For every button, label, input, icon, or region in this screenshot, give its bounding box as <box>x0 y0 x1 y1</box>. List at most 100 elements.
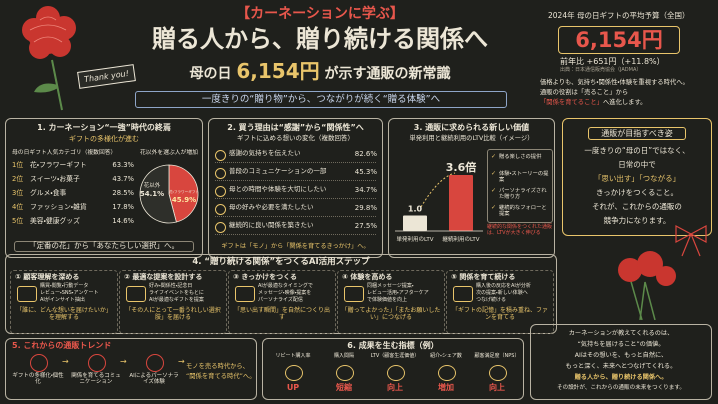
metric-result: 向上 <box>489 383 505 392</box>
metric-icon <box>489 365 507 381</box>
panel-title: 通販が目指すべき姿 <box>588 127 686 141</box>
budget-label: 2024年 母の日ギフトの平均予算（全国） <box>548 11 690 20</box>
trend-item: ギフトの多様化・個性化 <box>12 373 64 386</box>
step: ④ 体験を高める同梱メッセージ提案・ レビュー活用・アフターケア で体験価値を向上「… <box>337 270 445 334</box>
goal-line: それが、これからの通販の <box>592 202 682 211</box>
section-title: 6. 成果を生む指標（例） <box>347 341 439 350</box>
panel-footer: 「定番の花」から「あなたらしい選択」へ。 <box>14 241 194 252</box>
checklist: ✓ 贈る楽しさの提供 ✓ 体験・ストーリーの提案 ✓ パーソナライズされた贈り方 ✓ 継続的な… <box>487 149 553 223</box>
header-banner: 一度きりの“贈り物”から、つながりが続く“贈る体験”へ <box>135 91 507 108</box>
pie-label: 花・フラワーギフト <box>169 189 199 194</box>
budget-source: 出典：日本通信販売協会（JADMA） <box>560 67 642 73</box>
closing-line: 贈る人から、贈り続ける関係へ。 <box>574 374 668 381</box>
share: 34.7% <box>354 186 377 194</box>
ltv-value: 3.6倍 <box>446 160 477 174</box>
step-desc: で体験価値を向上 <box>367 297 408 303</box>
closing-line: カーネーションが教えてくれるのは、 <box>568 330 674 337</box>
row-icon <box>215 168 226 179</box>
reason: 普段のコミュニケーションの一部 <box>229 167 327 175</box>
category: ファッション・雑貨 <box>30 203 87 211</box>
step-icon <box>17 286 37 302</box>
step-desc: レビュー活用・アフターケア <box>367 290 429 296</box>
check-mark: ✓ <box>491 153 497 160</box>
panel-new-value: 3. 通販に求められる新しい価値 単発利用と継続利用のLTV比較（イメージ） 1… <box>388 118 555 258</box>
trend-item: 関係を育てるコミュニケーション <box>71 373 121 386</box>
trend-arrow: → <box>62 357 69 366</box>
row-icon <box>215 222 226 233</box>
panel-title: 2. 買う理由は“感謝”から“関係性”へ <box>227 123 364 132</box>
list-title: 母の日ギフト人気カテゴリ（複数回答） <box>12 150 117 156</box>
budget-change: 前年比 +651円（+11.8%） <box>560 57 665 66</box>
step-icon <box>126 286 146 302</box>
section-title: 5. これからの通販トレンド <box>12 341 112 350</box>
row-divider <box>215 162 376 163</box>
pie-slice <box>168 164 199 223</box>
step: ③ きっかけをつくる AIが最適なタイミングで メッセージ・映像・提案を パーソナライ… <box>228 270 336 334</box>
step-desc: パーソナライズ配信 <box>258 297 303 303</box>
step-title: ③ きっかけをつくる <box>233 273 297 281</box>
category: 美容・健康グッズ <box>30 217 80 225</box>
check-item: 贈る楽しさの提供 <box>499 154 542 160</box>
closing-line: “気持ちを届けること”の価値。 <box>577 341 665 348</box>
budget-line: 「関係を育てること」へ進化します。 <box>540 99 646 106</box>
step-quote: 「贈ってよかった」「またお願いしたい」につなげる <box>341 307 441 321</box>
step: ① 顧客理解を深める購買・閲覧・行動データ レビュー・SNS・アンケート AIがイン… <box>10 270 118 334</box>
step-desc: 同梱メッセージ提案・ <box>367 283 414 289</box>
budget-highlight: 「関係を育てること」 <box>540 99 603 106</box>
subtitle-post: が示す通販の新常識 <box>324 66 451 82</box>
goal-line: 「思い出す」「つながる」 <box>593 174 681 183</box>
metric-name: リピート購入率 <box>275 353 311 359</box>
share: 45.3% <box>354 168 377 176</box>
pie-slice <box>139 164 177 224</box>
subtitle-amount: 6,154円 <box>236 59 320 83</box>
panel-gift-diversity: 1. カーネーション“一強”時代の終焉 ギフトの多様化が進む 母の日ギフト人気カ… <box>5 118 203 258</box>
check-item: 継続的なフォローと提案 <box>499 205 547 218</box>
share: 63.3% <box>112 161 134 169</box>
subtitle-pre: 母の日 <box>189 66 232 82</box>
reason: 母との時間や体験を大切にしたい <box>229 185 327 193</box>
step-desc: 購買・閲覧・行動データ <box>40 283 89 289</box>
trend-icon <box>30 354 48 372</box>
step-desc: レビュー・SNS・アンケート <box>40 290 99 296</box>
pie-value: 45.9% <box>172 196 196 204</box>
pie-label: 花以外 <box>144 181 161 189</box>
metric-result: 増加 <box>438 383 454 392</box>
ltv-bar <box>449 175 473 231</box>
closing-message: カーネーションが教えてくれるのは、 “気持ちを届けること”の価値。 AIはその想いを… <box>530 324 712 400</box>
step: ⑤ 関係を育て続ける 購入後の反応をAIが分析 次の提案・新しい体験へ つなげ続ける「… <box>446 270 554 334</box>
share: 82.6% <box>354 150 377 158</box>
step-title: ④ 体験を高める <box>342 273 393 281</box>
reason: 感謝の気持ちを伝えたい <box>229 149 301 157</box>
metric-name: 紹介・シェア数 <box>430 353 462 359</box>
step-desc: メッセージ・映像・提案を <box>258 290 312 296</box>
panel-subtitle: 単発利用と継続利用のLTV比較（イメージ） <box>409 135 534 142</box>
step-title: ⑤ 関係を育て続ける <box>451 273 516 281</box>
rank: 4位 <box>12 203 24 211</box>
share: 27.5% <box>354 222 377 230</box>
step-quote: 「誰に、どんな想いを届けたいか」を理解する <box>16 307 112 321</box>
goal-line: 日常の中で <box>618 160 656 169</box>
metric-result: 向上 <box>387 383 403 392</box>
section-title: 4. “贈り続ける関係”をつくるAI活用ステップ <box>192 257 370 267</box>
step-title: ① 顧客理解を深める <box>15 273 80 281</box>
budget-tail: へ進化します。 <box>602 99 647 106</box>
metric-result: UP <box>286 383 300 392</box>
closing-line: その設計が、これからの通販の未来をつくります。 <box>557 385 685 391</box>
panel-goal: 通販が目指すべき姿 一度きりの“母の日”ではなく、 日常の中で 「思い出す」「つなが… <box>562 118 712 236</box>
trend-item: AIによるパーソナライズ体験 <box>129 373 179 386</box>
row-icon <box>215 204 226 215</box>
budget-amount: 6,154円 <box>558 26 680 54</box>
step-desc: AIがインサイト抽出 <box>40 297 85 303</box>
row-icon <box>215 150 226 161</box>
step-desc: AIが最適なタイミングで <box>258 283 313 289</box>
share: 28.5% <box>112 189 134 197</box>
header-label: 【カーネーションに学ぶ】 <box>236 6 404 22</box>
share: 29.8% <box>354 204 377 212</box>
metric-name: LTV（顧客生涯価値） <box>370 353 420 359</box>
panel-subtitle: ギフトに込める想いの変化（複数回答） <box>237 134 354 142</box>
panel-note: 継続的な関係をつくれた通販は、LTVが大きく伸びる <box>487 224 553 236</box>
ltv-label: 単発利用のLTV <box>397 235 434 243</box>
